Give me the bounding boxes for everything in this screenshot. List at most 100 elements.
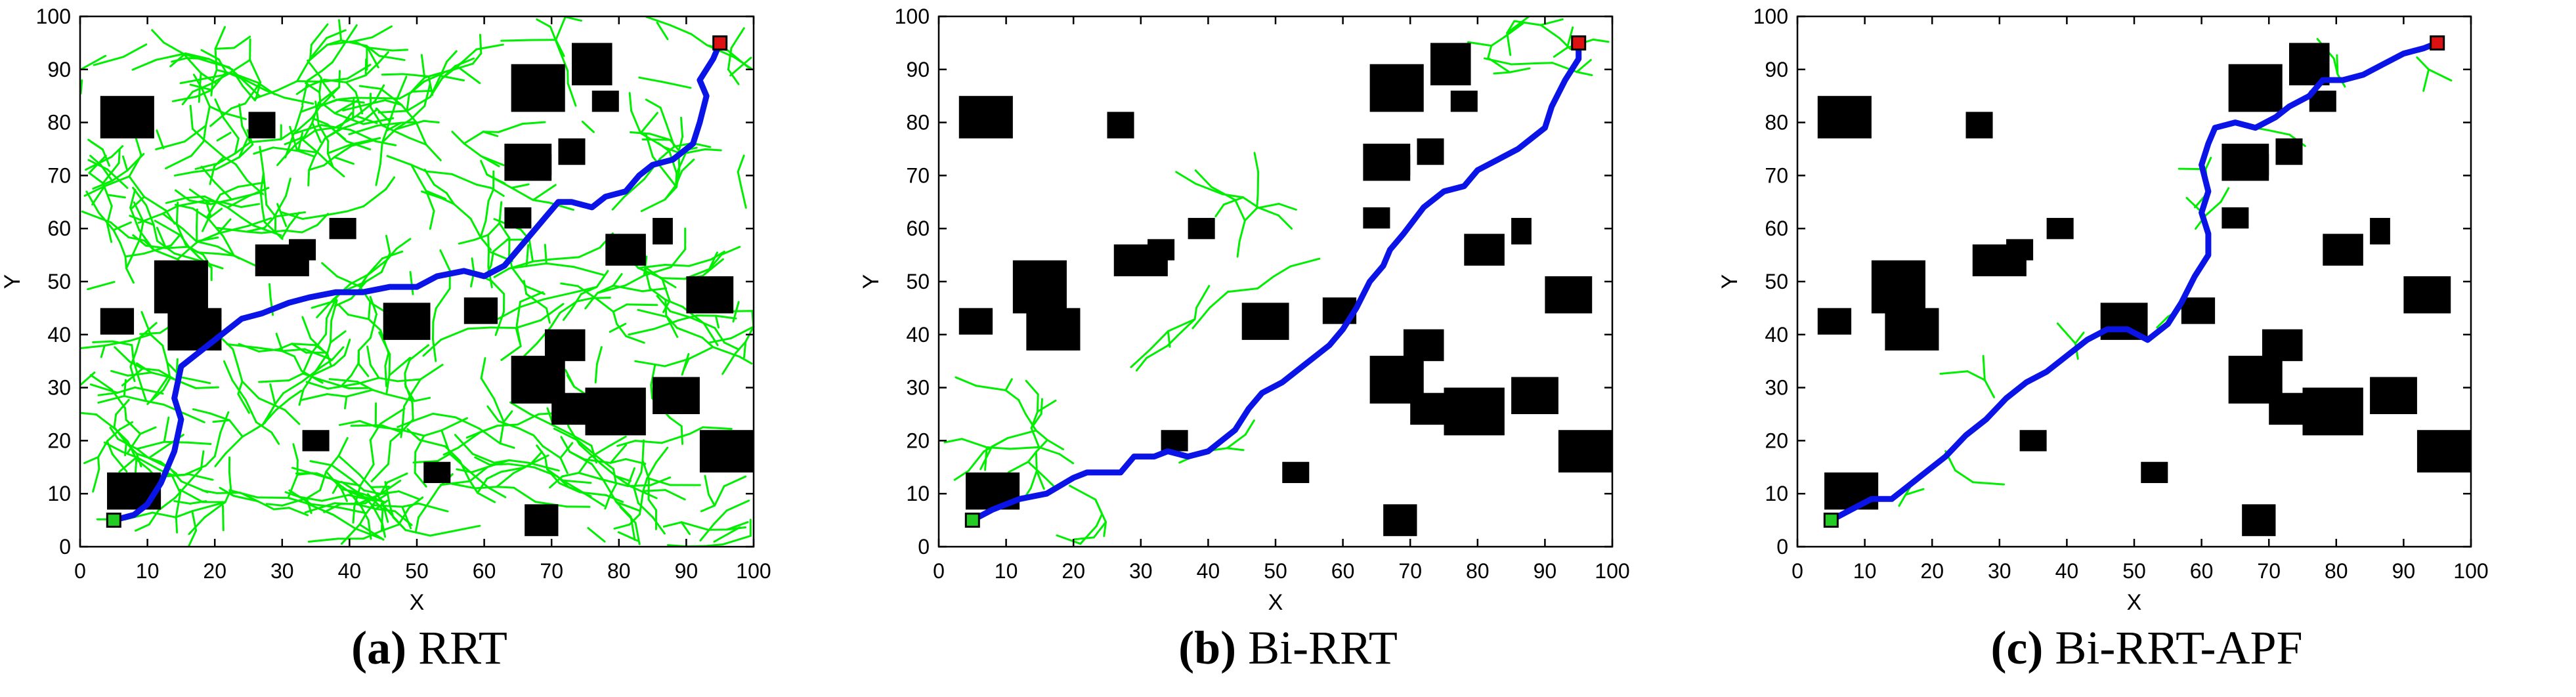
tree-edge — [680, 425, 684, 445]
tree-edge — [1273, 265, 1291, 278]
tree-edge — [355, 115, 378, 125]
tree-edge — [321, 262, 338, 278]
tree-edge — [134, 386, 164, 395]
tree-edge — [284, 133, 295, 159]
tree-edge — [169, 467, 182, 483]
tree-edge — [386, 472, 408, 484]
tree-edge — [173, 500, 192, 505]
tree-edge — [367, 518, 372, 540]
tree-edge — [570, 433, 593, 447]
tree-edge — [1506, 32, 1512, 56]
obstacle — [107, 472, 161, 510]
tree-edge — [192, 408, 211, 415]
tree-edge — [368, 301, 372, 320]
tree-edge — [1068, 484, 1097, 501]
tree-edge — [337, 436, 349, 457]
tree-edge — [209, 107, 232, 127]
tree-edge — [370, 106, 383, 127]
tree-edge — [223, 156, 237, 165]
tree-edge — [523, 280, 528, 295]
tree-edge — [561, 471, 580, 478]
tree-edge — [131, 58, 158, 71]
tree-edge — [721, 534, 752, 545]
tree-edge — [562, 306, 574, 321]
tree-edge — [630, 515, 636, 541]
y-tick-label: 10 — [47, 482, 71, 505]
tree-edge — [641, 439, 645, 462]
obstacle — [1282, 461, 1310, 484]
tree-edge — [1006, 429, 1037, 439]
tree-edge — [200, 450, 205, 471]
y-axis-label: Y — [1717, 274, 1742, 289]
tree-edge — [720, 245, 741, 256]
tree-edge — [386, 155, 413, 166]
tree-edge — [1221, 193, 1245, 199]
tree-edge — [450, 482, 477, 490]
x-tick-label: 100 — [1595, 559, 1629, 583]
tree-edge — [662, 169, 678, 188]
caption-label: (b) — [1178, 622, 1237, 674]
tree-edge — [486, 405, 500, 423]
obstacle — [2222, 207, 2249, 229]
tree-edge — [452, 203, 472, 220]
tree-edge — [704, 543, 724, 547]
tree-edge — [555, 475, 570, 488]
tree-edge — [307, 538, 339, 543]
tree-edge — [687, 346, 714, 360]
tree-edge — [670, 248, 687, 268]
tree-edge — [190, 468, 202, 480]
tree-edge — [325, 455, 340, 473]
tree-edge — [1214, 203, 1225, 218]
tree-edge — [329, 320, 333, 344]
obstacle — [1390, 154, 1411, 176]
x-tick-label: 10 — [1853, 559, 1877, 583]
tree-edge — [414, 451, 417, 475]
tree-edge — [371, 504, 383, 525]
tree-edge — [200, 49, 220, 60]
tree-edge — [650, 364, 656, 387]
tree-edge — [650, 384, 653, 400]
tree-edge — [590, 444, 597, 464]
tree-edge — [743, 341, 747, 358]
tree-edge — [559, 442, 574, 459]
tree-edge — [131, 238, 141, 257]
tree-edge — [379, 87, 403, 106]
tree-edge — [677, 135, 684, 153]
tree-edge — [125, 419, 142, 435]
tree-edge — [392, 516, 407, 532]
tree-edge — [457, 431, 482, 449]
tree-edge — [1509, 67, 1531, 74]
tree-edge — [669, 310, 692, 319]
tree-edge — [649, 133, 672, 141]
chart-a: 0 10 20 30 40 50 60 70 80 90 100 0 10 20 30 40 50 60 70 80 9… — [0, 5, 771, 615]
obstacle — [1885, 308, 1939, 351]
tree-edge — [347, 313, 370, 320]
tree-edge — [182, 53, 213, 64]
tree-edge — [311, 121, 322, 143]
tree-edge — [127, 371, 152, 377]
tree-edge — [653, 319, 680, 330]
tree-edge — [338, 419, 361, 427]
tree-edge — [359, 463, 375, 487]
tree-edge — [420, 54, 426, 79]
tree-edge — [309, 460, 333, 467]
tree-edge — [249, 138, 282, 144]
tree-edge — [353, 40, 368, 49]
tree-edge — [486, 486, 507, 499]
tree-edge — [325, 317, 328, 335]
tree-edge — [331, 464, 353, 481]
tree-edge — [110, 370, 129, 377]
tree-edge — [100, 345, 106, 358]
goal-marker — [712, 35, 728, 51]
tree-edge — [309, 337, 328, 356]
tree-edge — [1035, 438, 1048, 454]
tree-edge — [432, 412, 457, 419]
tree-edge — [435, 287, 451, 310]
tree-edge — [188, 529, 198, 547]
tree-edge — [664, 263, 691, 267]
chart-c: 0 10 20 30 40 50 60 70 80 90 100 0 10 20 30 40 50 60 70 80 9… — [1717, 5, 2489, 615]
tree-edge — [95, 413, 116, 430]
tree-edge — [155, 52, 187, 61]
tree-edge — [681, 305, 705, 325]
tree-edge — [2074, 331, 2085, 345]
